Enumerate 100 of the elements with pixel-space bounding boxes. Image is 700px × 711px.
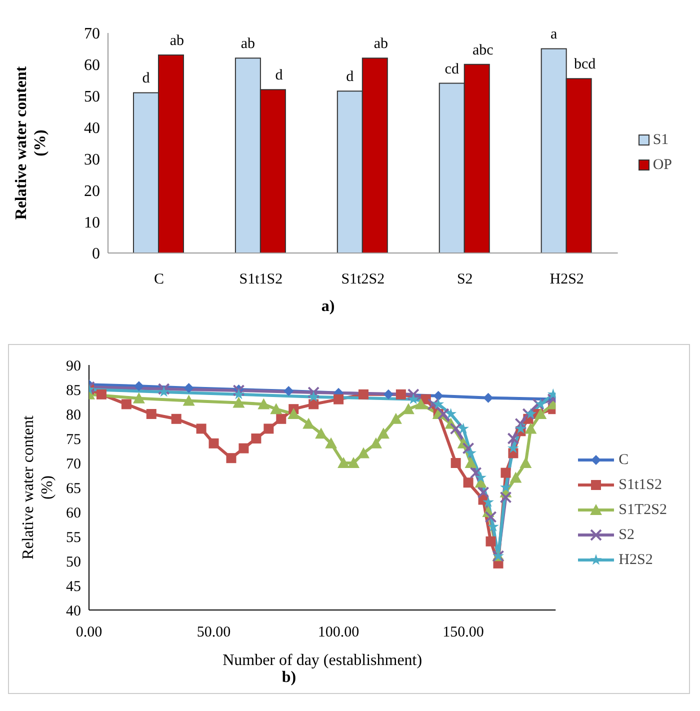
point: [450, 458, 461, 468]
point: [427, 398, 440, 410]
point: [477, 486, 490, 498]
data-label: a: [550, 26, 558, 43]
x-tick-label: 150.00: [442, 624, 484, 641]
data-label: ab: [240, 36, 256, 52]
x-tick-label: S2: [456, 272, 473, 288]
point: [465, 447, 477, 458]
point: [358, 389, 368, 400]
y-tick-label: 60: [84, 57, 100, 74]
point: [507, 432, 520, 444]
data-label: d: [142, 70, 150, 87]
point: [338, 457, 350, 468]
point: [134, 381, 144, 392]
data-label: ab: [170, 33, 184, 49]
legend-label: S1T2S2: [618, 502, 667, 518]
point: [445, 408, 457, 419]
x-axis-title: Number of day (establishment): [222, 652, 422, 669]
point: [524, 408, 536, 419]
point: [500, 491, 512, 504]
point: [383, 389, 394, 400]
point: [458, 422, 470, 434]
point: [132, 392, 145, 404]
y-tick-label: 55: [66, 530, 81, 546]
point: [486, 536, 496, 546]
x-tick-label: S1t1S2: [239, 272, 283, 288]
text: a): [320, 298, 336, 316]
point: [484, 510, 497, 523]
y-tick-label: 65: [66, 480, 81, 497]
x-tick-label: 0.00: [76, 624, 102, 641]
text: b): [280, 669, 298, 687]
point: [407, 388, 420, 400]
point: [251, 434, 262, 444]
y-tick-label: 80: [66, 407, 81, 424]
point: [315, 428, 328, 439]
y-tick-label: 0: [92, 246, 100, 263]
y-tick-label: 40: [66, 603, 81, 620]
y-tick-label: 75: [66, 432, 81, 448]
y-tick-label: 20: [84, 182, 100, 200]
point: [437, 408, 450, 420]
point: [146, 409, 156, 419]
legend-label: OP: [652, 157, 672, 174]
legend-label: H2S2: [618, 552, 653, 568]
y-axis-title: Relative water content (%): [20, 414, 56, 560]
legend-label: S1t1S2: [618, 476, 662, 494]
y-tick-label: 70: [66, 456, 81, 472]
point: [233, 388, 244, 400]
point: [348, 457, 360, 468]
point: [264, 424, 274, 434]
point: [482, 496, 494, 508]
legend-label: C: [618, 452, 629, 468]
point: [408, 393, 420, 404]
point: [522, 408, 534, 420]
point: [325, 437, 338, 448]
legend-label: S2: [618, 526, 634, 544]
data-label: abc: [472, 42, 494, 58]
legend-label: S1: [652, 132, 669, 149]
point: [334, 394, 344, 404]
data-label: ab: [374, 36, 388, 52]
point: [96, 389, 106, 400]
y-tick-label: 85: [66, 382, 81, 399]
point: [524, 422, 537, 434]
point: [462, 442, 474, 454]
point: [208, 438, 219, 448]
data-label: bcd: [574, 56, 596, 73]
point: [182, 394, 195, 406]
point: [470, 466, 482, 479]
point: [184, 383, 194, 394]
point: [514, 418, 527, 430]
point: [508, 442, 519, 454]
y-tick-label: 30: [84, 151, 100, 168]
point: [357, 447, 370, 458]
point: [475, 472, 486, 483]
x-tick-label: C: [154, 272, 164, 288]
x-tick-label: H2S2: [550, 272, 584, 288]
point: [450, 422, 462, 435]
y-tick-label: 45: [66, 578, 81, 595]
point: [158, 386, 170, 397]
point: [534, 408, 547, 419]
point: [158, 383, 170, 396]
y-tick-label: 40: [84, 120, 100, 137]
point: [270, 403, 282, 414]
point: [238, 443, 249, 454]
y-tick-label: 70: [84, 26, 100, 43]
data-label: cd: [444, 61, 460, 78]
point: [226, 453, 236, 464]
point: [433, 390, 444, 401]
point: [308, 399, 319, 410]
point: [483, 392, 494, 403]
point: [308, 390, 320, 402]
point: [534, 398, 546, 410]
y-tick-label: 50: [84, 88, 100, 106]
point: [288, 408, 300, 419]
point: [414, 398, 427, 410]
data-label: d: [275, 68, 284, 84]
point: [396, 389, 406, 400]
point: [500, 468, 511, 478]
point: [520, 457, 532, 468]
point: [432, 398, 444, 410]
point: [258, 398, 270, 410]
